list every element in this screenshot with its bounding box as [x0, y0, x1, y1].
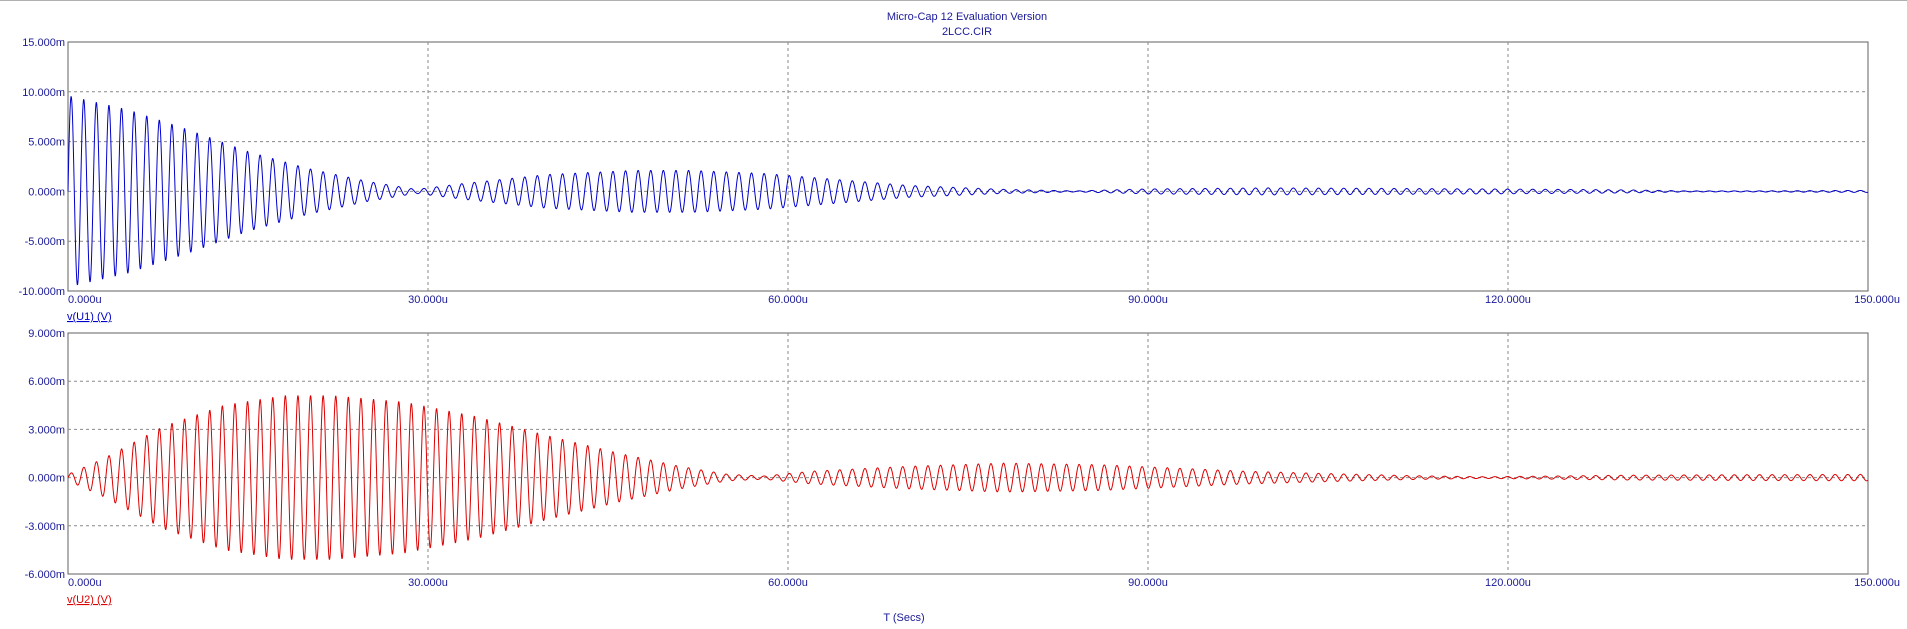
x-tick-label: 120.000u	[1485, 294, 1531, 306]
x-tick-label: 0.000u	[68, 294, 102, 306]
plot-frame-v-u1	[67, 41, 1869, 292]
y-tick-label: 9.000m	[28, 328, 65, 340]
circuit-name: 2LCC.CIR	[942, 26, 992, 38]
y-tick-label: 0.000m	[28, 186, 65, 198]
x-tick-label: 30.000u	[408, 577, 448, 589]
x-tick-label: 0.000u	[68, 577, 102, 589]
x-tick-label: 60.000u	[768, 577, 808, 589]
panel-v-u1: 15.000m 10.000m 5.000m 0.000m -5.000m -10.000…	[19, 37, 1900, 306]
trace-label-v-u1[interactable]: v(U1) (V)	[67, 311, 112, 323]
x-axis-label: T (Secs)	[883, 612, 924, 624]
y-tick-label: -5.000m	[25, 236, 65, 248]
y-tick-label: 15.000m	[22, 37, 65, 49]
y-tick-label: -10.000m	[19, 286, 65, 298]
x-tick-label: 150.000u	[1854, 577, 1900, 589]
y-tick-label: 0.000m	[28, 473, 65, 485]
x-tick-label: 90.000u	[1128, 294, 1168, 306]
y-tick-label: -6.000m	[25, 569, 65, 581]
plot-title: Micro-Cap 12 Evaluation Version	[887, 11, 1047, 23]
x-tick-label: 30.000u	[408, 294, 448, 306]
y-tick-label: 5.000m	[28, 137, 65, 149]
y-tick-label: 3.000m	[28, 424, 65, 436]
x-tick-label: 120.000u	[1485, 577, 1531, 589]
x-tick-label: 60.000u	[768, 294, 808, 306]
x-tick-label: 90.000u	[1128, 577, 1168, 589]
panel-v-u2: 9.000m 6.000m 3.000m 0.000m -3.000m -6.000m0.…	[25, 328, 1900, 589]
plot-frame-v-u2	[67, 332, 1869, 575]
y-tick-label: 10.000m	[22, 87, 65, 99]
y-tick-label: 6.000m	[28, 376, 65, 388]
y-tick-label: -3.000m	[25, 521, 65, 533]
trace-v-u1[interactable]	[67, 96, 1869, 286]
trace-label-v-u2[interactable]: v(U2) (V)	[67, 594, 112, 606]
trace-v-u2[interactable]	[67, 395, 1869, 560]
x-tick-label: 150.000u	[1854, 294, 1900, 306]
